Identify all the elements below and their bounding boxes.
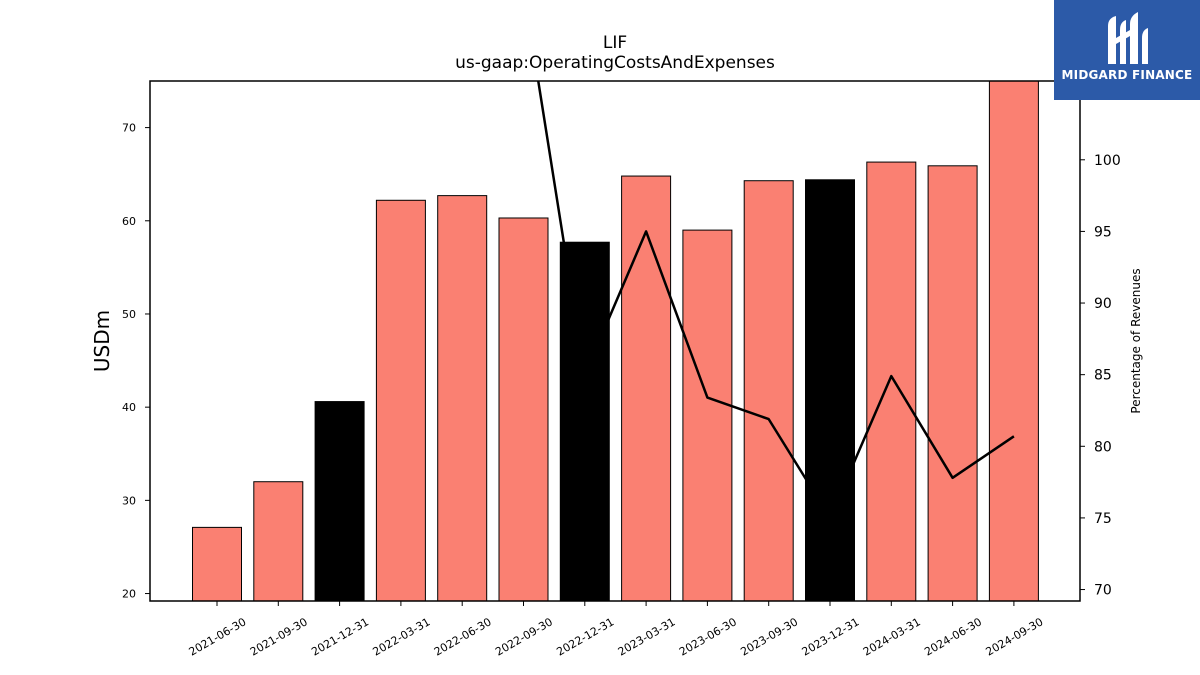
x-tick-label: 2024-09-30: [984, 615, 1046, 658]
left-tick-label: 30: [122, 494, 136, 507]
bar: [498, 217, 549, 601]
chart-subtitle: us-gaap:OperatingCostsAndExpenses: [455, 53, 775, 73]
x-axis: 2021-06-30 2021-09-30 2021-12-31 2022-03-31…: [187, 601, 1046, 659]
x-tick-label: 2021-09-30: [248, 615, 310, 658]
bar: [437, 195, 488, 601]
chart-title: LIF: [603, 33, 627, 53]
right-tick-label: 75: [1094, 511, 1112, 527]
right-tick-label: 80: [1094, 439, 1112, 455]
bar: [192, 526, 242, 601]
x-tick-label: 2022-12-31: [554, 615, 616, 658]
x-tick-label: 2021-12-31: [309, 615, 371, 658]
x-tick-label: 2022-06-30: [432, 615, 494, 658]
x-tick-label: 2022-09-30: [493, 615, 555, 658]
bar: [988, 81, 1039, 601]
left-tick-label: 40: [122, 401, 136, 414]
left-tick-label: 50: [122, 308, 136, 321]
x-tick-label: 2022-03-31: [371, 615, 433, 658]
right-tick-label: 100: [1094, 153, 1121, 169]
bar: [927, 165, 978, 601]
x-tick-label: 2023-03-31: [616, 615, 678, 658]
midgard-logo-icon: [1108, 12, 1148, 64]
right-axis: 70 75 80 85 90 95 100: [1080, 153, 1121, 599]
right-tick-label: 95: [1094, 224, 1112, 240]
logo-text: MIDGARD FINANCE: [1061, 68, 1193, 82]
x-tick-label: 2023-09-30: [738, 615, 800, 658]
x-tick-label: 2024-03-31: [861, 615, 923, 658]
x-tick-label: 2023-12-31: [800, 615, 862, 658]
bar: [559, 241, 610, 601]
y-axis-label: USDm: [90, 310, 114, 372]
x-tick-label: 2021-06-30: [187, 615, 249, 658]
percentage-line: [536, 81, 1015, 520]
bar: [375, 199, 426, 601]
left-tick-label: 60: [122, 215, 136, 228]
bar: [805, 179, 855, 601]
x-tick-label: 2023-06-30: [677, 615, 739, 658]
left-tick-label: 20: [122, 588, 136, 601]
x-tick-label: 2024-06-30: [922, 615, 984, 658]
bar: [621, 175, 672, 601]
left-tick-label: 70: [122, 122, 136, 135]
plot-frame: [149, 80, 1081, 602]
bar: [682, 229, 733, 601]
bar: [866, 161, 917, 601]
bar: [314, 401, 365, 601]
left-axis: 20 30 40 50 60 70: [122, 122, 150, 601]
right-tick-label: 85: [1094, 368, 1112, 384]
line-layer: [536, 81, 1015, 520]
y2-axis-label: Percentage of Revenues: [1129, 268, 1143, 413]
bar: [253, 481, 304, 601]
right-tick-label: 70: [1094, 583, 1112, 599]
right-tick-label: 90: [1094, 296, 1112, 312]
bar: [743, 180, 794, 601]
bars-layer: [192, 81, 1039, 601]
brand-logo: MIDGARD FINANCE: [1054, 0, 1200, 100]
